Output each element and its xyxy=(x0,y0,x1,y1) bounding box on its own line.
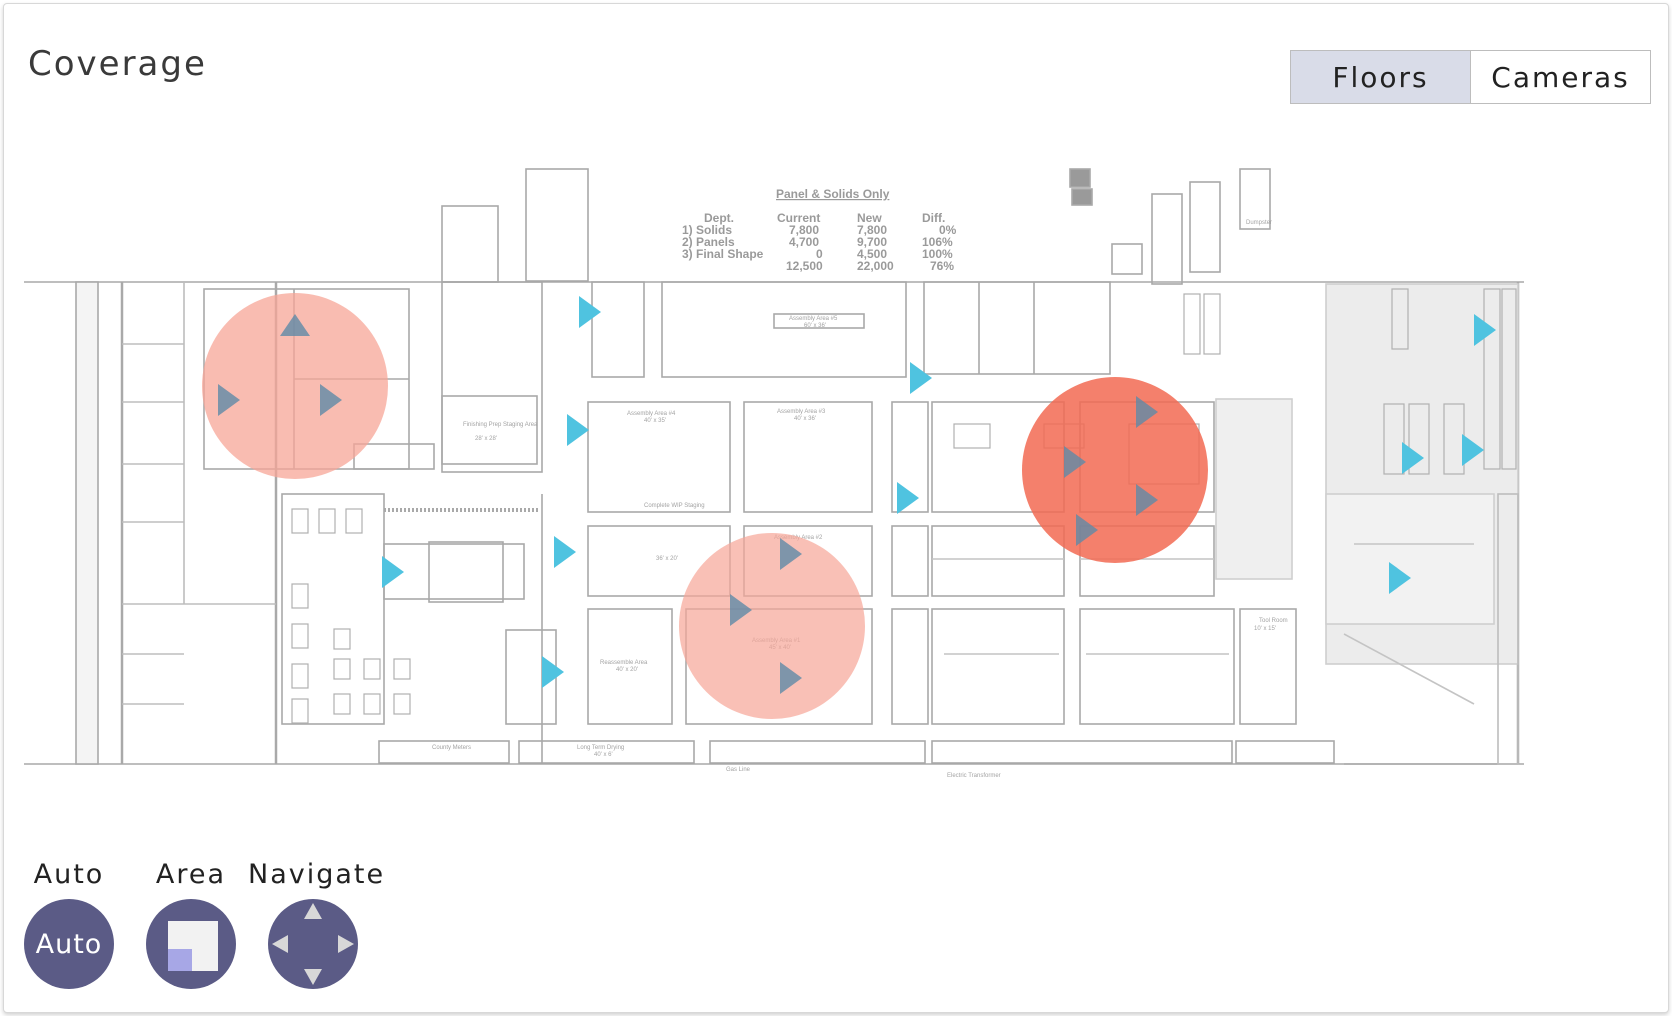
camera-icon[interactable] xyxy=(579,296,601,328)
camera-icon[interactable] xyxy=(1474,314,1496,346)
area-label: Area xyxy=(155,859,227,890)
finishing-staging-room xyxy=(441,395,538,465)
coverage-zone-2[interactable] xyxy=(1022,377,1208,563)
area-corner-icon xyxy=(168,949,192,971)
table-cell: 0 xyxy=(816,247,823,261)
camera-icon[interactable] xyxy=(382,556,404,588)
room-label: Complete WIP Staging xyxy=(644,503,705,509)
room-label: 28' x 28' xyxy=(475,436,497,442)
room-label: 10' x 15' xyxy=(1254,626,1276,632)
camera-icon[interactable] xyxy=(554,536,576,568)
table-header-current: Current xyxy=(777,211,820,225)
camera-icon[interactable] xyxy=(780,538,802,570)
auto-tool: Auto Auto xyxy=(4,859,134,989)
camera-icon[interactable] xyxy=(218,384,240,416)
table-cell: 4,500 xyxy=(857,247,887,261)
area-button[interactable] xyxy=(146,899,236,989)
room-label: 40' x 20' xyxy=(616,667,638,673)
room-label: County Meters xyxy=(432,745,471,751)
camera-icon[interactable] xyxy=(567,414,589,446)
navigate-button[interactable] xyxy=(268,899,358,989)
page-title: Coverage xyxy=(28,44,207,84)
auto-button[interactable]: Auto xyxy=(24,899,114,989)
room-label: Dumpster xyxy=(1246,220,1272,226)
table-cell: 12,500 xyxy=(786,259,823,273)
navigate-arrows-icon xyxy=(272,903,354,985)
table-header-new: New xyxy=(857,211,882,225)
room-label: Electric Transformer xyxy=(947,773,1001,779)
camera-icon[interactable] xyxy=(1136,396,1158,428)
room-label: Gas Line xyxy=(726,767,751,773)
table-header-diff: Diff. xyxy=(922,211,945,225)
area-tool: Area xyxy=(126,859,256,989)
camera-icon[interactable] xyxy=(1136,484,1158,516)
assembly-4-room xyxy=(587,401,731,513)
auto-label: Auto xyxy=(33,859,105,890)
table-cell: 76% xyxy=(930,259,954,273)
room-label: Reassemble Area xyxy=(600,660,648,666)
room-label: Assembly Area #3 xyxy=(777,409,826,415)
table-cell: 4,700 xyxy=(789,235,819,249)
room-label: 40' x 6' xyxy=(594,752,613,758)
navigate-tool: Navigate xyxy=(248,859,386,989)
west-column xyxy=(75,281,99,765)
reassemble-room xyxy=(587,608,673,725)
camera-icon[interactable] xyxy=(897,482,919,514)
assembly-5-room xyxy=(661,281,907,378)
camera-icon[interactable] xyxy=(280,314,310,336)
camera-icon[interactable] xyxy=(320,384,342,416)
camera-icon[interactable] xyxy=(1064,446,1086,478)
table-cell: 9,700 xyxy=(857,235,887,249)
room-label: Assembly Area #4 xyxy=(627,411,676,417)
coverage-zone-3[interactable] xyxy=(679,533,865,719)
table-title: Panel & Solids Only xyxy=(776,187,890,201)
table-cell: 1) Solids xyxy=(682,223,732,237)
table-cell: 22,000 xyxy=(857,259,894,273)
camera-icon[interactable] xyxy=(780,662,802,694)
table-cell: 3) Final Shape xyxy=(682,247,764,261)
camera-icon[interactable] xyxy=(1402,442,1424,474)
tool-room xyxy=(1239,608,1297,725)
table-cell: 2) Panels xyxy=(682,235,735,249)
assembly-3-room xyxy=(743,401,873,513)
floors-tab[interactable]: Floors xyxy=(1291,51,1470,103)
camera-icon[interactable] xyxy=(542,656,564,688)
camera-icon[interactable] xyxy=(910,362,932,394)
room-label: 36' x 20' xyxy=(656,556,678,562)
room-label: 60' x 36' xyxy=(804,323,826,329)
navigate-label: Navigate xyxy=(248,859,386,890)
camera-icon[interactable] xyxy=(1076,514,1098,546)
table-cell: 106% xyxy=(922,235,953,249)
room-label: Finishing Prep Staging Area xyxy=(463,422,538,428)
room-label: 40' x 35' xyxy=(644,418,666,424)
room-label: Tool Room xyxy=(1259,618,1288,624)
camera-icon[interactable] xyxy=(1389,562,1411,594)
coverage-panel: Coverage Floors Cameras xyxy=(3,3,1669,1013)
camera-icon[interactable] xyxy=(1462,434,1484,466)
table-cell: 7,800 xyxy=(789,223,819,237)
table-header-dept: Dept. xyxy=(704,211,734,225)
cameras-tab[interactable]: Cameras xyxy=(1470,51,1650,103)
table-cell: 7,800 xyxy=(857,223,887,237)
room-label: Long Term Drying xyxy=(577,745,624,751)
floor-plan-map[interactable]: Panel & Solids Only Dept. Current New Di… xyxy=(4,164,1668,784)
table-cell: 0% xyxy=(939,223,957,237)
camera-icon[interactable] xyxy=(730,594,752,626)
view-toggle: Floors Cameras xyxy=(1290,50,1651,104)
table-cell: 100% xyxy=(922,247,953,261)
room-label: Assembly Area #5 xyxy=(789,316,838,322)
room-label: 40' x 36' xyxy=(794,416,816,422)
coverage-zone-1[interactable] xyxy=(202,293,388,479)
